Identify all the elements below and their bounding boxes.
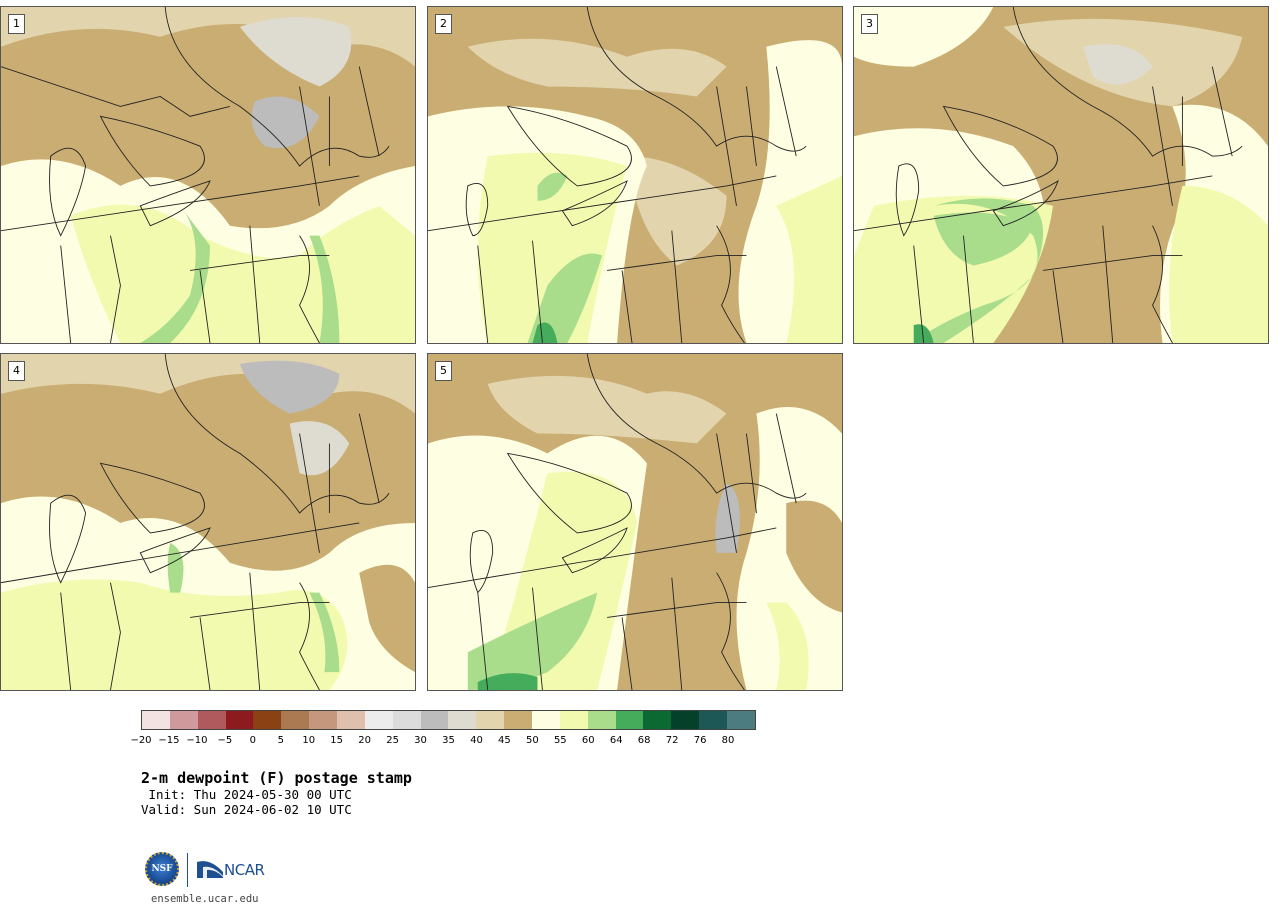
website-url: ensemble.ucar.edu xyxy=(151,893,259,905)
panel-number-2: 2 xyxy=(435,14,452,34)
colorbar-tick-label: 0 xyxy=(249,735,256,746)
valid-time: Valid: Sun 2024-06-02 10 UTC xyxy=(141,802,352,817)
map-panel-4: 4 xyxy=(0,353,416,691)
colorbar-swatch xyxy=(504,711,533,729)
colorbar-swatch xyxy=(225,711,254,729)
ncar-mark-icon xyxy=(197,861,223,878)
colorbar-tick-label: 64 xyxy=(609,735,623,746)
dewpoint-map-2 xyxy=(428,7,842,343)
colorbar-tick-label: −15 xyxy=(158,735,180,746)
colorbar-tick-label: 10 xyxy=(302,735,316,746)
chart-title: 2-m dewpoint (F) postage stamp xyxy=(141,769,412,787)
colorbar-swatch xyxy=(142,711,170,729)
colorbar-swatch xyxy=(420,711,449,729)
colorbar-swatch xyxy=(587,711,616,729)
colorbar-swatch xyxy=(392,711,421,729)
dewpoint-map-5 xyxy=(428,354,842,690)
colorbar-swatch xyxy=(532,711,560,729)
panel-number-3: 3 xyxy=(861,14,878,34)
colorbar-swatch xyxy=(671,711,700,729)
map-panel-3: 3 xyxy=(853,6,1269,344)
colorbar-swatch xyxy=(476,711,505,729)
colorbar-tick-label: 50 xyxy=(525,735,539,746)
colorbar-swatch xyxy=(281,711,310,729)
panel-number-1: 1 xyxy=(8,14,25,34)
colorbar-tick-label: 20 xyxy=(358,735,371,746)
colorbar-swatch xyxy=(448,711,477,729)
colorbar-tick-label: 5 xyxy=(277,735,284,746)
colorbar-tick-label: −20 xyxy=(130,735,152,746)
colorbar-tick-label: 76 xyxy=(693,735,707,746)
nsf-logo: NSF xyxy=(145,852,179,886)
colorbar-tick-label: −10 xyxy=(186,735,208,746)
colorbar-tick-label: 30 xyxy=(414,735,427,746)
colorbar-tick-label: 72 xyxy=(665,735,679,746)
colorbar-tick-labels: −20 −15 −10 −5 0 5 10 15 20 25 30 35 40 45 50 55 60 64 68 7… xyxy=(130,735,756,749)
colorbar-swatch xyxy=(337,711,365,729)
colorbar-swatch xyxy=(727,711,755,729)
dewpoint-map-3 xyxy=(854,7,1268,343)
colorbar-swatch xyxy=(699,711,728,729)
colorbar-tick-label: 15 xyxy=(330,735,344,746)
map-panel-5: 5 xyxy=(427,353,843,691)
colorbar-swatch xyxy=(364,711,393,729)
panel-number-5: 5 xyxy=(435,361,452,381)
colorbar-tick-label: 35 xyxy=(442,735,455,746)
colorbar-tick-label: 68 xyxy=(637,735,651,746)
colorbar-swatch xyxy=(169,711,198,729)
colorbar-tick-label: 25 xyxy=(386,735,399,746)
colorbar-swatch xyxy=(559,711,588,729)
map-panel-2: 2 xyxy=(427,6,843,344)
colorbar-swatch xyxy=(309,711,338,729)
colorbar-tick-label: 80 xyxy=(721,735,735,746)
colorbar-swatch xyxy=(615,711,644,729)
init-time: Init: Thu 2024-05-30 00 UTC xyxy=(141,787,352,802)
logo-divider xyxy=(187,853,188,887)
dewpoint-map-4 xyxy=(1,354,415,690)
colorbar-swatch xyxy=(643,711,672,729)
colorbar-swatch xyxy=(253,711,282,729)
colorbar-tick-label: −5 xyxy=(217,735,233,746)
dewpoint-map-1 xyxy=(1,7,415,343)
colorbar-tick-label: 55 xyxy=(553,735,567,746)
colorbar-swatch xyxy=(197,711,226,729)
colorbar-tick-label: 60 xyxy=(581,735,595,746)
panel-number-4: 4 xyxy=(8,361,25,381)
colorbar-tick-label: 45 xyxy=(498,735,511,746)
map-panel-1: 1 xyxy=(0,6,416,344)
ncar-logo-text: NCAR xyxy=(224,861,265,879)
nsf-ncar-logo: NSF NCAR xyxy=(145,850,275,890)
dewpoint-colorbar xyxy=(141,710,756,730)
colorbar-tick-label: 40 xyxy=(470,735,483,746)
